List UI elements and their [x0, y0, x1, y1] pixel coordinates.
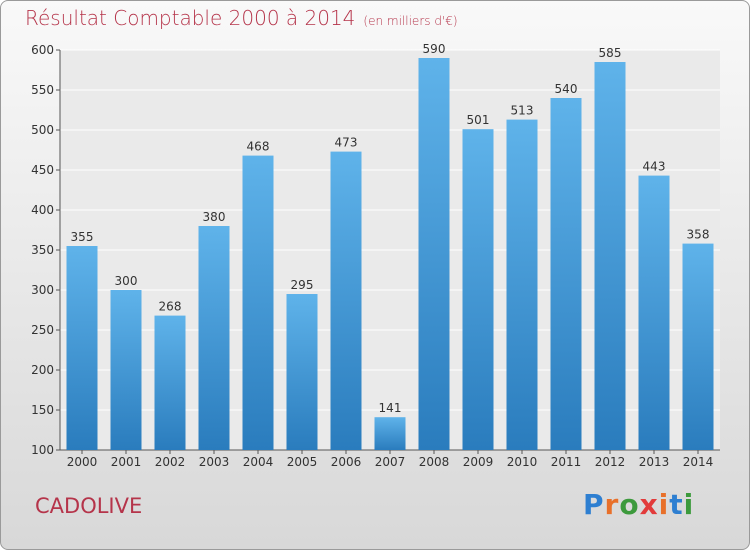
bar	[374, 417, 406, 450]
bar	[66, 246, 98, 450]
x-tick-label: 2010	[507, 455, 538, 469]
x-tick-label: 2004	[243, 455, 274, 469]
bar-value-label: 268	[159, 300, 182, 314]
bar	[550, 98, 582, 450]
y-tick-label: 600	[31, 43, 54, 57]
y-tick-label: 250	[31, 323, 54, 337]
bar	[506, 119, 538, 450]
x-tick-label: 2002	[155, 455, 186, 469]
y-tick-label: 100	[31, 443, 54, 457]
bar-value-label: 358	[687, 228, 710, 242]
bar-value-label: 141	[379, 401, 402, 415]
logo-letter: i	[658, 488, 670, 521]
x-tick-label: 2012	[595, 455, 626, 469]
y-tick-label: 300	[31, 283, 54, 297]
x-tick-label: 2014	[683, 455, 714, 469]
bar-value-label: 300	[115, 274, 138, 288]
x-tick-label: 2005	[287, 455, 318, 469]
bar-value-label: 540	[555, 82, 578, 96]
bar-value-label: 513	[511, 104, 534, 118]
logo-letter: P	[583, 488, 605, 521]
logo-letter: o	[619, 488, 640, 521]
bar	[330, 151, 362, 450]
bar	[242, 155, 274, 450]
commune-name: CADOLIVE	[35, 494, 143, 518]
x-tick-label: 2009	[463, 455, 494, 469]
x-tick-label: 2013	[639, 455, 670, 469]
y-tick-label: 150	[31, 403, 54, 417]
bar-value-label: 473	[335, 136, 358, 150]
logo-letter: r	[604, 488, 620, 521]
bar	[418, 58, 450, 450]
logo-letter: t	[669, 488, 684, 521]
bar	[110, 290, 142, 450]
x-tick-label: 2001	[111, 455, 142, 469]
bar	[682, 243, 714, 450]
y-tick-label: 500	[31, 123, 54, 137]
chart-title: Résultat Comptable 2000 à 2014 (en millie…	[25, 6, 458, 30]
logo-letter: x	[639, 488, 659, 521]
proxiti-logo: Proxiti	[583, 488, 694, 521]
y-tick-label: 350	[31, 243, 54, 257]
bar	[594, 62, 626, 450]
bar-value-label: 380	[203, 210, 226, 224]
bar	[462, 129, 494, 450]
bar-value-label: 590	[423, 42, 446, 56]
title-unit: (en milliers d'€)	[363, 14, 458, 28]
title-text: Résultat Comptable 2000 à 2014	[25, 6, 356, 30]
x-tick-label: 2011	[551, 455, 582, 469]
x-tick-label: 2003	[199, 455, 230, 469]
y-tick-label: 400	[31, 203, 54, 217]
bar-value-label: 355	[71, 230, 94, 244]
y-tick-label: 200	[31, 363, 54, 377]
bar-value-label: 443	[643, 160, 666, 174]
bar-value-label: 468	[247, 140, 270, 154]
bar	[286, 294, 318, 450]
y-tick-label: 450	[31, 163, 54, 177]
bar-value-label: 295	[291, 278, 314, 292]
x-tick-label: 2006	[331, 455, 362, 469]
y-tick-label: 550	[31, 83, 54, 97]
bar	[638, 175, 670, 450]
bar-value-label: 501	[467, 113, 490, 127]
x-tick-label: 2007	[375, 455, 406, 469]
x-tick-label: 2008	[419, 455, 450, 469]
bar	[154, 315, 186, 450]
bar	[198, 226, 230, 450]
logo-letter: i	[683, 488, 695, 521]
bar-value-label: 585	[599, 46, 622, 60]
x-tick-label: 2000	[67, 455, 98, 469]
